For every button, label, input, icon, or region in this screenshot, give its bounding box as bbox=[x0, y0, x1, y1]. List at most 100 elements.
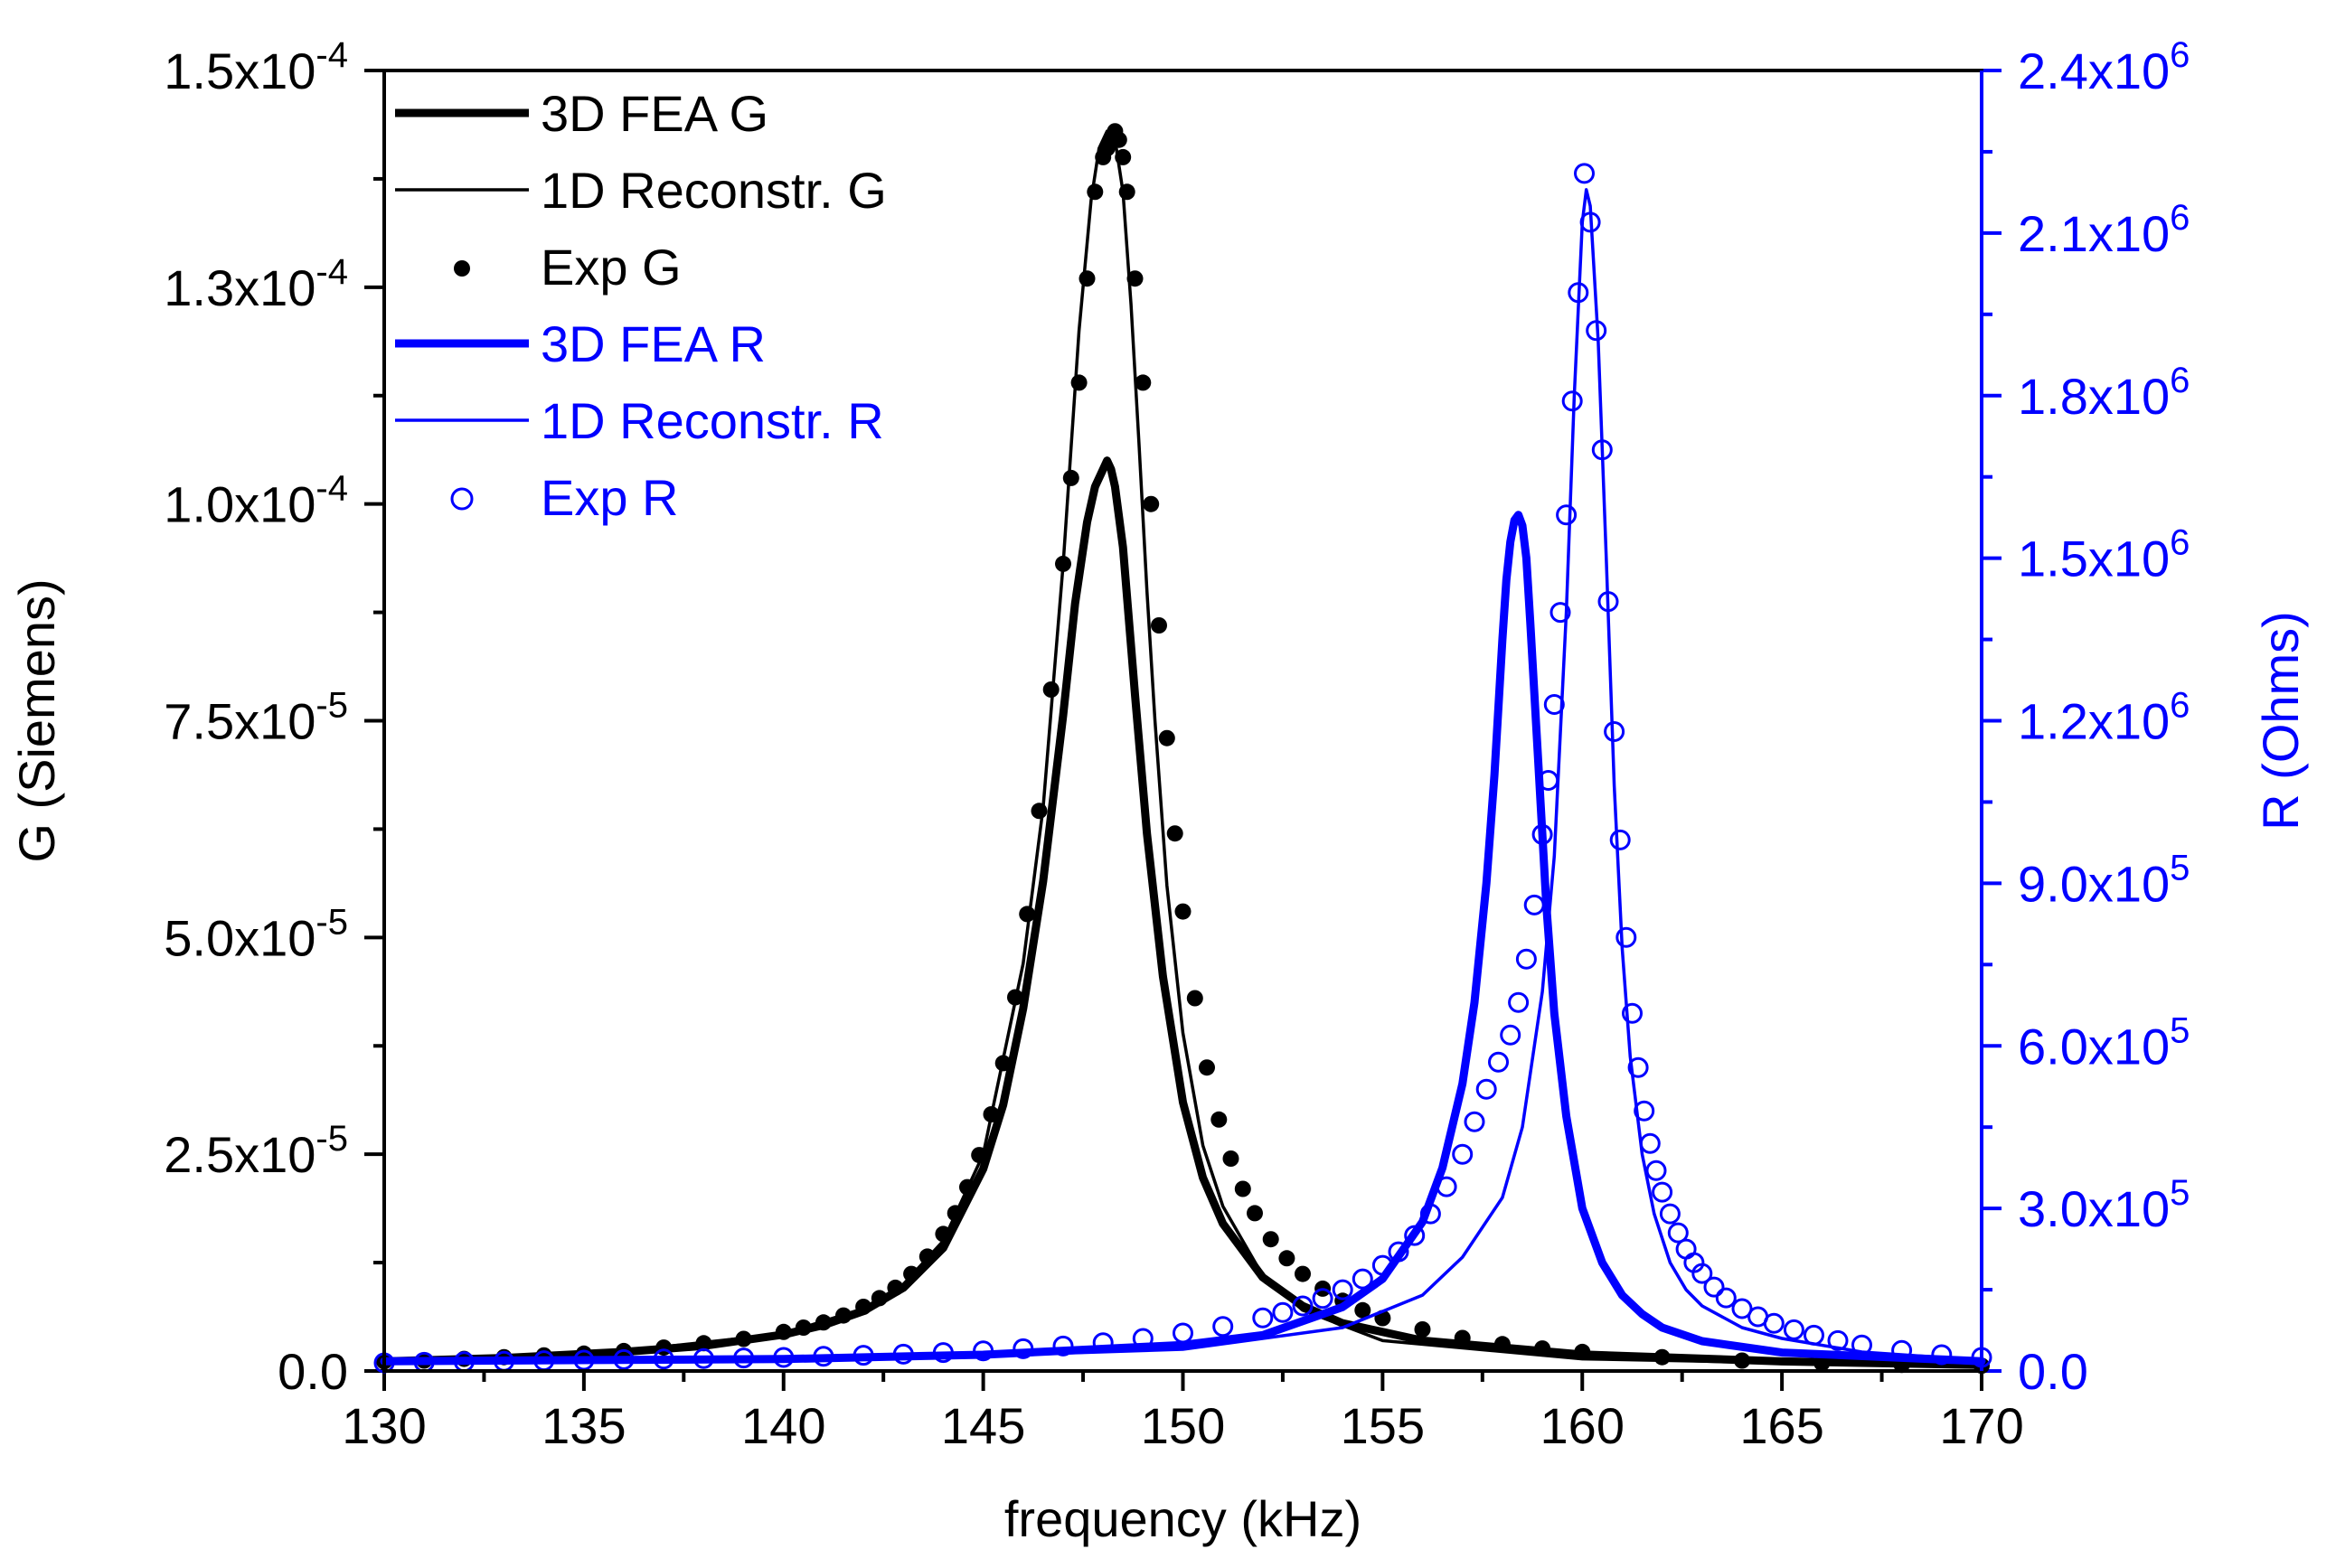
data-point-exp-g bbox=[1454, 1329, 1471, 1347]
data-point-exp-r bbox=[1851, 1334, 1872, 1356]
data-point-exp-g bbox=[1135, 374, 1152, 391]
data-point-exp-g bbox=[1234, 1180, 1251, 1197]
data-point-exp-r bbox=[813, 1346, 834, 1367]
data-point-exp-r bbox=[1352, 1268, 1373, 1290]
data-point-exp-r bbox=[1173, 1322, 1193, 1344]
data-point-exp-g bbox=[1210, 1111, 1228, 1128]
legend-swatch-dot bbox=[454, 260, 470, 277]
y-left-tick-label: 7.5x10-5 bbox=[164, 686, 348, 750]
data-point-exp-r bbox=[1092, 1332, 1114, 1354]
y-right-tick-label: 3.0x105 bbox=[2018, 1173, 2190, 1237]
x-axis-ticks: 130 135 140 145 150 155 160 165 170 bbox=[342, 1371, 2024, 1454]
data-point-exp-r bbox=[1052, 1335, 1074, 1357]
data-point-exp-g bbox=[983, 1106, 1000, 1122]
data-point-exp-g bbox=[1055, 555, 1071, 572]
data-point-exp-g bbox=[815, 1314, 832, 1331]
y-left-tick-label: 5.0x10-5 bbox=[164, 902, 348, 966]
x-tick-label: 160 bbox=[1540, 1397, 1625, 1454]
data-point-exp-r bbox=[1715, 1287, 1737, 1309]
y-left-axis-ticks: 0.0 2.5x10-5 5.0x10-5 7.5x10-5 1.0x10-4 1.3x1… bbox=[164, 35, 384, 1400]
data-point-exp-r bbox=[1452, 1143, 1474, 1165]
data-point-exp-r bbox=[1515, 948, 1537, 970]
data-point-exp-r bbox=[932, 1342, 954, 1364]
data-point-exp-r bbox=[1891, 1339, 1913, 1361]
data-point-exp-g bbox=[1174, 903, 1192, 920]
x-tick-label: 135 bbox=[542, 1397, 626, 1454]
data-point-exp-r bbox=[973, 1340, 994, 1362]
data-point-exp-r bbox=[1783, 1319, 1804, 1340]
data-point-exp-g bbox=[1118, 183, 1135, 201]
x-tick-label: 155 bbox=[1341, 1397, 1425, 1454]
data-point-exp-g bbox=[1199, 1059, 1215, 1076]
data-point-exp-g bbox=[871, 1290, 888, 1307]
data-point-exp-g bbox=[1734, 1352, 1750, 1369]
data-point-exp-r bbox=[1615, 926, 1637, 948]
data-point-exp-r bbox=[1419, 1203, 1441, 1225]
data-point-exp-g bbox=[1087, 183, 1104, 201]
data-point-exp-r bbox=[1561, 390, 1583, 412]
data-point-exp-g bbox=[935, 1225, 952, 1243]
data-point-exp-r bbox=[1292, 1295, 1314, 1317]
data-point-exp-r bbox=[1675, 1238, 1697, 1260]
data-point-exp-g bbox=[1031, 803, 1048, 820]
data-point-exp-r bbox=[1627, 1056, 1649, 1078]
data-point-exp-r bbox=[692, 1347, 714, 1369]
data-point-exp-r bbox=[1591, 439, 1613, 461]
data-point-exp-r bbox=[1763, 1312, 1785, 1334]
x-tick-label: 130 bbox=[342, 1397, 426, 1454]
data-point-exp-g bbox=[1813, 1355, 1831, 1372]
data-point-exp-r bbox=[1568, 282, 1589, 304]
data-point-exp-g bbox=[903, 1265, 920, 1282]
data-point-exp-r bbox=[1652, 1181, 1673, 1203]
data-point-exp-g bbox=[947, 1205, 964, 1222]
data-point-exp-r bbox=[1549, 602, 1571, 624]
data-point-exp-g bbox=[887, 1279, 904, 1296]
data-point-exp-r bbox=[1703, 1276, 1725, 1298]
x-tick-label: 140 bbox=[741, 1397, 825, 1454]
data-point-exp-r bbox=[1464, 1111, 1485, 1132]
data-point-exp-g bbox=[1534, 1340, 1551, 1357]
y-right-tick-label: 9.0x105 bbox=[2018, 848, 2190, 912]
data-point-exp-r bbox=[1604, 721, 1625, 742]
data-point-exp-r bbox=[1388, 1241, 1409, 1263]
data-point-exp-g bbox=[1115, 148, 1132, 165]
x-tick-label: 170 bbox=[1939, 1397, 2023, 1454]
y-left-tick-label: 1.3x10-4 bbox=[164, 252, 348, 316]
y-right-tick-label: 1.5x106 bbox=[2018, 523, 2190, 587]
y-left-tick-label: 0.0 bbox=[278, 1343, 348, 1400]
data-point-exp-r bbox=[1597, 591, 1619, 613]
data-point-exp-r bbox=[1827, 1329, 1849, 1351]
legend-label: 1D Reconstr. G bbox=[541, 162, 887, 219]
data-point-exp-g bbox=[1042, 681, 1060, 698]
legend-swatch-circle bbox=[450, 487, 474, 511]
data-point-exp-r bbox=[1500, 1024, 1521, 1046]
data-point-exp-r bbox=[1523, 894, 1545, 915]
data-point-exp-g bbox=[1079, 270, 1096, 287]
plot-series bbox=[373, 123, 1992, 1375]
data-point-exp-r bbox=[1586, 320, 1607, 342]
data-point-exp-g bbox=[1278, 1250, 1295, 1267]
data-point-exp-g bbox=[695, 1335, 712, 1352]
y-left-tick-label: 2.5x10-5 bbox=[164, 1119, 348, 1183]
data-point-exp-g bbox=[1414, 1321, 1431, 1338]
y-right-tick-label: 2.1x106 bbox=[2018, 198, 2190, 262]
y-right-tick-label: 1.2x106 bbox=[2018, 686, 2190, 750]
legend-label: 3D FEA G bbox=[541, 85, 768, 142]
data-point-exp-r bbox=[1252, 1307, 1274, 1329]
data-point-exp-r bbox=[1931, 1344, 1953, 1366]
legend-label: Exp R bbox=[541, 469, 679, 526]
data-point-exp-g bbox=[1158, 729, 1175, 746]
data-point-exp-g bbox=[1062, 469, 1079, 486]
data-point-exp-g bbox=[1019, 906, 1036, 923]
y-right-tick-label: 0.0 bbox=[2018, 1343, 2088, 1400]
data-point-exp-g bbox=[1166, 825, 1183, 842]
data-point-exp-r bbox=[1332, 1279, 1353, 1300]
data-point-exp-g bbox=[1653, 1348, 1671, 1366]
data-point-exp-g bbox=[918, 1248, 936, 1265]
data-point-exp-r bbox=[1659, 1203, 1681, 1225]
data-point-exp-r bbox=[773, 1347, 795, 1368]
data-point-exp-r bbox=[1579, 211, 1601, 233]
data-point-exp-r bbox=[1691, 1263, 1713, 1284]
data-point-exp-r bbox=[1312, 1288, 1333, 1310]
